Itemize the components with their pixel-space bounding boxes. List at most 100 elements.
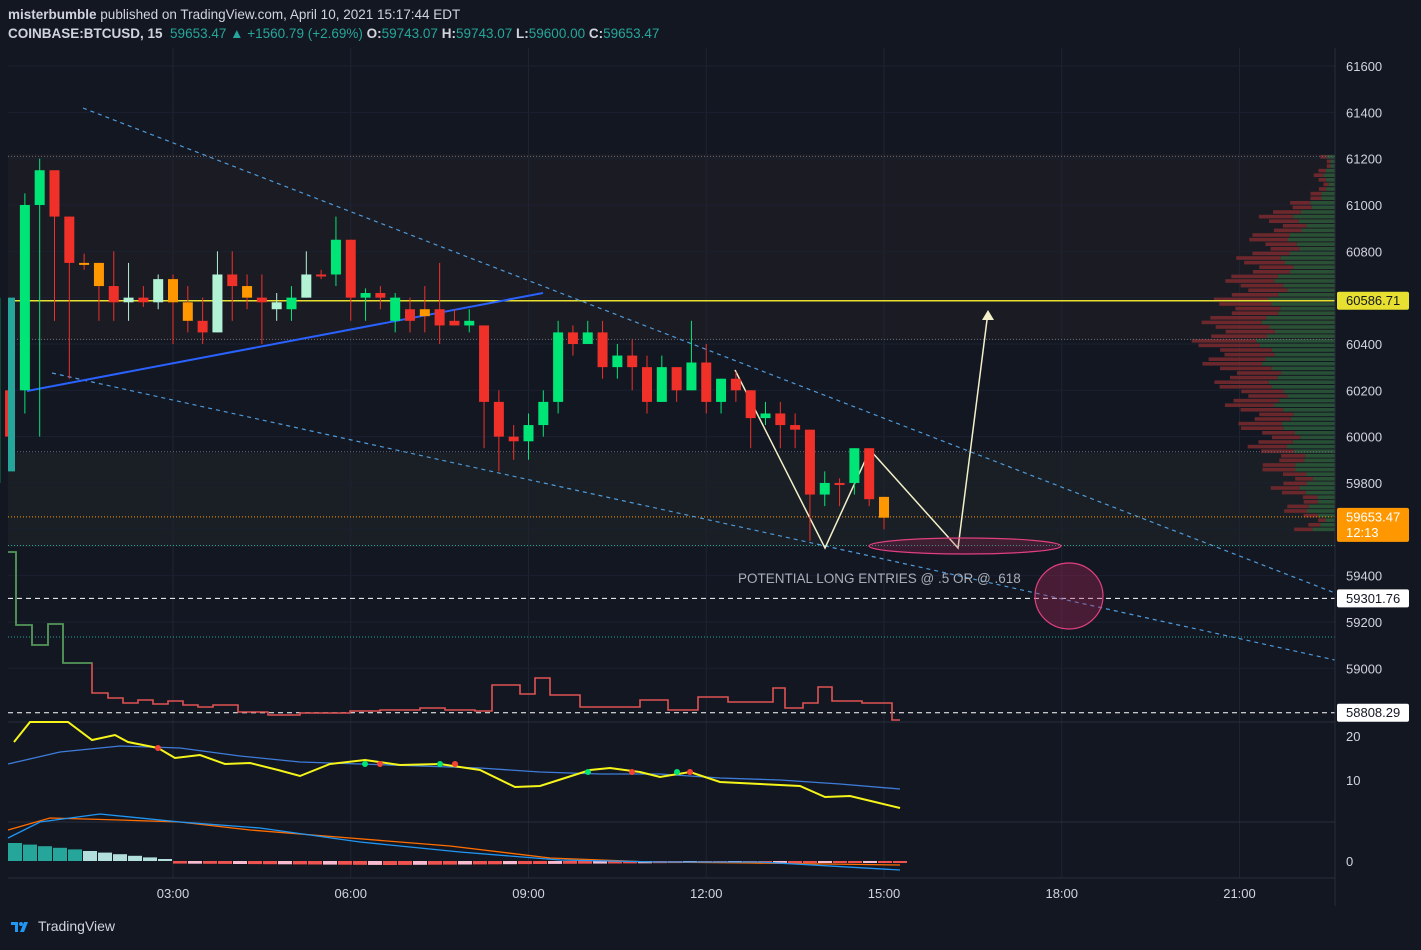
macd-line: [7, 813, 901, 871]
high-value: 59743.07: [455, 26, 513, 41]
macd-histogram-bar: [893, 861, 907, 863]
annotation-text: POTENTIAL LONG ENTRIES @ .5 OR @ .618: [738, 571, 1021, 586]
profile-bar-up: [1323, 173, 1335, 177]
candle-body: [375, 293, 386, 298]
macd-histogram-bar: [623, 861, 637, 864]
candle-body: [153, 279, 164, 303]
candle-body: [345, 239, 356, 298]
close-value: 59653.47: [603, 26, 660, 41]
price-label-text: 60586.71: [1346, 293, 1400, 308]
profile-bar-down: [1270, 247, 1300, 251]
profile-bar-up: [1305, 490, 1335, 495]
publisher-name[interactable]: misterbumble: [8, 7, 97, 22]
price-tick-label: 59200: [1346, 615, 1382, 630]
profile-bar-up: [1274, 352, 1335, 357]
candle-body: [819, 482, 830, 495]
macd-histogram-bar: [353, 861, 367, 865]
profile-bar-down: [1313, 173, 1324, 177]
profile-bar-down: [1323, 182, 1329, 187]
candle-body: [508, 436, 519, 442]
publisher-line: misterbumble published on TradingView.co…: [8, 5, 659, 24]
profile-bar-up: [1268, 297, 1335, 302]
profile-bar-down: [1220, 348, 1272, 352]
macd-histogram-bar: [428, 861, 442, 865]
macd-histogram-bar: [368, 861, 382, 865]
step-line-green: [8, 551, 92, 664]
macd-histogram-bar: [398, 861, 412, 865]
profile-bar-up: [1266, 316, 1335, 320]
candle-body: [108, 286, 119, 303]
profile-bar-down: [1236, 371, 1282, 375]
price-label-text: 58808.29: [1346, 705, 1400, 720]
time-tick-label: 18:00: [1045, 886, 1078, 901]
profile-bar-up: [1279, 398, 1335, 403]
price-label-box: [1337, 291, 1409, 310]
macd-histogram-bar: [803, 861, 817, 863]
up-arrow-icon: ▲: [230, 26, 244, 41]
profile-bar-up: [1325, 178, 1335, 182]
symbol-label[interactable]: COINBASE:BTCUSD, 15: [8, 26, 163, 41]
profile-bar-down: [1269, 219, 1299, 223]
profile-bar-down: [1211, 334, 1267, 338]
profile-bar-up: [1300, 210, 1335, 214]
range-shade-upper: [8, 154, 1335, 340]
profile-bar-down: [1262, 467, 1296, 472]
profile-bar-down: [1320, 155, 1327, 159]
profile-bar-up: [1298, 219, 1335, 223]
price-change: +1560.79 (+2.69%): [247, 26, 363, 41]
time-tick-label: 03:00: [157, 886, 190, 901]
macd-histogram-bar: [218, 861, 232, 864]
profile-bar-up: [1313, 477, 1335, 481]
profile-bar-up: [1286, 444, 1335, 449]
profile-bar-down: [1198, 343, 1260, 348]
profile-bar-down: [1225, 329, 1275, 334]
profile-bar-up: [1310, 201, 1335, 205]
profile-bar-down: [1292, 205, 1312, 210]
profile-bar-up: [1293, 412, 1335, 417]
profile-bar-up: [1262, 362, 1335, 366]
indicator-tick-label: 0: [1346, 854, 1353, 869]
profile-bar-down: [1248, 394, 1288, 398]
profile-bar-up: [1311, 205, 1335, 210]
candle-body: [138, 297, 149, 303]
macd-histogram-bar: [263, 861, 277, 865]
candle-body: [360, 293, 371, 298]
profile-bar-down: [1202, 362, 1263, 366]
profile-bar-down: [1262, 431, 1295, 435]
profile-bar-down: [1282, 224, 1307, 228]
profile-bar-down: [1231, 311, 1279, 315]
candle-body: [879, 496, 889, 518]
profile-bar-down: [1318, 518, 1326, 522]
signal-dot: [452, 761, 458, 767]
macd-histogram-bar: [278, 861, 292, 865]
profile-bar-down: [1224, 403, 1275, 407]
candle-body: [760, 413, 771, 419]
profile-bar-up: [1283, 408, 1335, 412]
profile-bar-down: [1302, 495, 1318, 499]
candle-body: [730, 378, 741, 391]
candle-body: [256, 297, 267, 303]
macd-histogram-bar: [578, 861, 592, 864]
oscillator-main: [13, 721, 901, 809]
profile-bar-up: [1287, 288, 1335, 292]
profile-bar-down: [1224, 352, 1275, 357]
range-shade-lower: [8, 453, 1335, 547]
price-tick-label: 61200: [1346, 152, 1382, 167]
profile-bar-up: [1278, 311, 1335, 315]
footer-brand[interactable]: TradingView: [38, 918, 116, 934]
time-tick-label: 12:00: [690, 886, 723, 901]
candle-body: [464, 320, 475, 326]
profile-bar-down: [1281, 490, 1306, 495]
profile-bar-down: [1287, 504, 1309, 509]
price-label-box: [1337, 703, 1409, 722]
signal-dot: [377, 761, 383, 767]
profile-bar-up: [1326, 187, 1335, 191]
profile-bar-up: [1266, 334, 1335, 338]
time-tick-label: 09:00: [512, 886, 545, 901]
candle-body: [701, 362, 712, 402]
profile-bar-down: [1252, 270, 1290, 274]
price-tick-label: 60800: [1346, 244, 1382, 259]
profile-bar-down: [1326, 159, 1331, 164]
profile-bar-down: [1231, 293, 1279, 297]
